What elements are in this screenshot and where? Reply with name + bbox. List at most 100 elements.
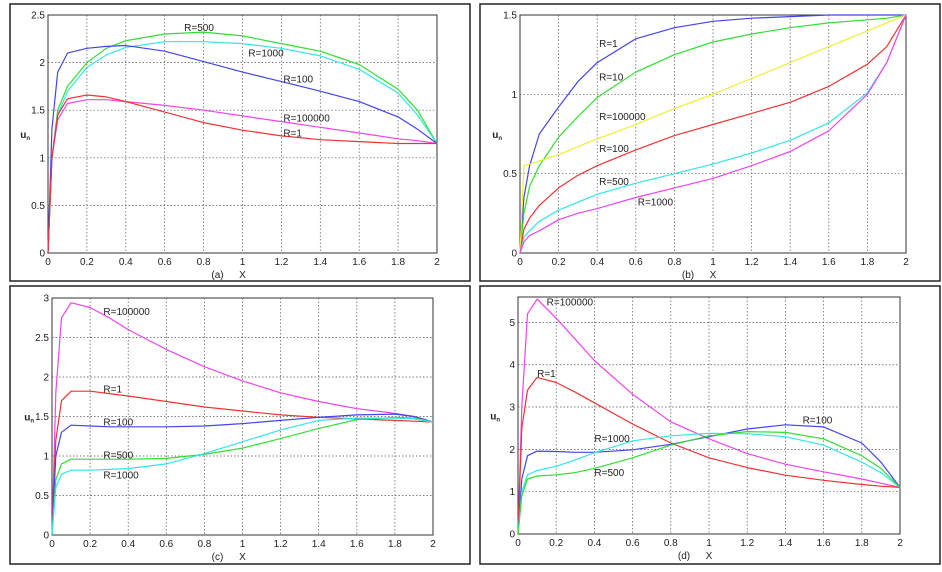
x-tick-label: 1.6 — [352, 257, 366, 268]
y-tick-label: 1 — [43, 452, 49, 463]
series-line-r-500 — [47, 31, 438, 254]
x-tick-label: 0 — [49, 539, 55, 550]
series-label: R=100000 — [599, 112, 646, 123]
y-axis-label-main: u — [492, 130, 498, 141]
x-tick-label: 1.8 — [860, 257, 874, 268]
series-label: R=500 — [599, 177, 629, 188]
series-line-r-100000 — [517, 298, 901, 535]
y-axis-label-subscript: n — [496, 418, 500, 424]
chart-panel-a: 0 0.2 0.4 0.6 0.8 1 1.2 1.4 1.6 1.8 2 0 0.5 1 1.5 2 2.5 (… — [9, 3, 471, 282]
series-label: R=1 — [599, 39, 618, 50]
series-line-r-1 — [51, 390, 434, 536]
y-tick-label: 0 — [39, 249, 45, 260]
series-line-r-100000 — [519, 14, 907, 254]
series-line-r-100 — [47, 44, 438, 254]
series-label: R=500 — [103, 451, 133, 462]
x-tick-label: 1.8 — [388, 539, 402, 550]
series-label: R=100 — [803, 416, 833, 427]
y-axis-label-main: u — [24, 413, 30, 424]
y-tick-label: 2 — [509, 445, 515, 456]
x-tick-label: 1.2 — [274, 257, 288, 268]
y-tick-label: 1.5 — [31, 106, 45, 117]
x-tick-label: 0.6 — [626, 538, 640, 549]
chart-panel-b: 0 0.2 0.4 0.6 0.8 1 1.2 1.4 1.6 1.8 2 0 0.5 1 1.5 (b) Xu… — [479, 3, 941, 282]
x-tick-label: 1.8 — [855, 538, 869, 549]
y-tick-label: 2 — [43, 373, 49, 384]
series-line-r-100000 — [51, 302, 434, 536]
series-label: R=100 — [103, 418, 133, 429]
x-tick-label: 0.2 — [552, 257, 566, 268]
y-axis-label-main: u — [490, 412, 496, 423]
series-line-r-100 — [519, 14, 907, 254]
series-label: R=100000 — [547, 298, 594, 309]
y-tick-label: 1 — [39, 153, 45, 164]
x-tick-label: 1 — [240, 539, 246, 550]
x-tick-label: 0 — [517, 257, 523, 268]
x-tick-label: 0.4 — [119, 257, 133, 268]
y-tick-label: 1.5 — [503, 11, 517, 22]
y-axis-label-subscript: n — [30, 419, 34, 425]
y-axis-label-main: u — [20, 130, 26, 141]
series-line-r-1000 — [51, 417, 434, 536]
x-tick-label: 1 — [240, 257, 246, 268]
y-tick-label: 0 — [43, 531, 49, 542]
series-label: R=100000 — [283, 113, 330, 124]
x-tick-label: 1.2 — [740, 538, 754, 549]
x-tick-label: 0.2 — [80, 257, 94, 268]
x-tick-label: 0.2 — [549, 538, 563, 549]
x-tick-label: 1.4 — [313, 257, 327, 268]
y-tick-label: 2.5 — [31, 11, 45, 22]
series-line-r-100000 — [47, 99, 438, 254]
series-line-r-100 — [51, 413, 434, 536]
series-label: R=100000 — [103, 307, 150, 318]
panel-label: (c) — [212, 552, 224, 563]
x-tick-label: 0.8 — [197, 257, 211, 268]
x-tick-label: 0.2 — [83, 539, 97, 550]
series-line-r-1000 — [517, 432, 901, 535]
series-label: R=500 — [184, 23, 214, 34]
series-line-r-500 — [519, 14, 907, 254]
x-tick-label: 0.6 — [629, 257, 643, 268]
y-tick-label: 0 — [511, 249, 517, 260]
y-axis-label: un — [20, 130, 30, 142]
series-line-r-1 — [47, 94, 437, 254]
x-axis-label: X — [710, 270, 717, 281]
x-tick-label: 1.2 — [745, 257, 759, 268]
x-tick-label: 2 — [430, 539, 436, 550]
x-tick-label: 1.4 — [783, 257, 797, 268]
y-axis-label: un — [24, 413, 34, 425]
x-axis-label: X — [706, 551, 713, 562]
x-tick-label: 0.6 — [158, 257, 172, 268]
x-tick-label: 0.8 — [197, 539, 211, 550]
x-tick-label: 0.8 — [667, 257, 681, 268]
series-line-r-1 — [517, 376, 901, 535]
x-tick-label: 0.4 — [590, 257, 604, 268]
y-tick-label: 0.5 — [31, 201, 45, 212]
y-tick-label: 1 — [511, 90, 517, 101]
y-tick-label: 0.5 — [503, 169, 517, 180]
y-tick-label: 1.5 — [35, 412, 49, 423]
series-label: R=100 — [283, 74, 313, 85]
y-tick-label: 0 — [509, 530, 515, 541]
series-line-r-1 — [519, 14, 906, 254]
chart-panel-d: 0 0.2 0.4 0.6 0.8 1 1.2 1.4 1.6 1.8 2 0 1 2 3 4 5 (d) Xun R… — [479, 285, 941, 565]
series-label: R=1000 — [594, 434, 630, 445]
chart-panel-c: 0 0.2 0.4 0.6 0.8 1 1.2 1.4 1.6 1.8 2 0 0.5 1 1.5 2 2.5 3… — [9, 285, 471, 565]
y-tick-label: 4 — [509, 360, 515, 371]
y-tick-label: 2.5 — [35, 333, 49, 344]
x-tick-label: 1.4 — [778, 538, 792, 549]
x-tick-label: 2 — [897, 538, 903, 549]
series-label: R=1000 — [638, 198, 674, 209]
panel-label: (a) — [211, 270, 223, 281]
x-tick-label: 1.4 — [312, 539, 326, 550]
x-tick-label: 1.6 — [350, 539, 364, 550]
x-tick-label: 1.2 — [274, 539, 288, 550]
series-line-r-100 — [517, 424, 901, 535]
series-label: R=500 — [594, 468, 624, 479]
series-label: R=100 — [599, 144, 629, 155]
x-tick-label: 0.4 — [121, 539, 135, 550]
x-tick-label: 1 — [710, 257, 716, 268]
x-tick-label: 2 — [903, 257, 909, 268]
y-tick-label: 1 — [509, 487, 515, 498]
